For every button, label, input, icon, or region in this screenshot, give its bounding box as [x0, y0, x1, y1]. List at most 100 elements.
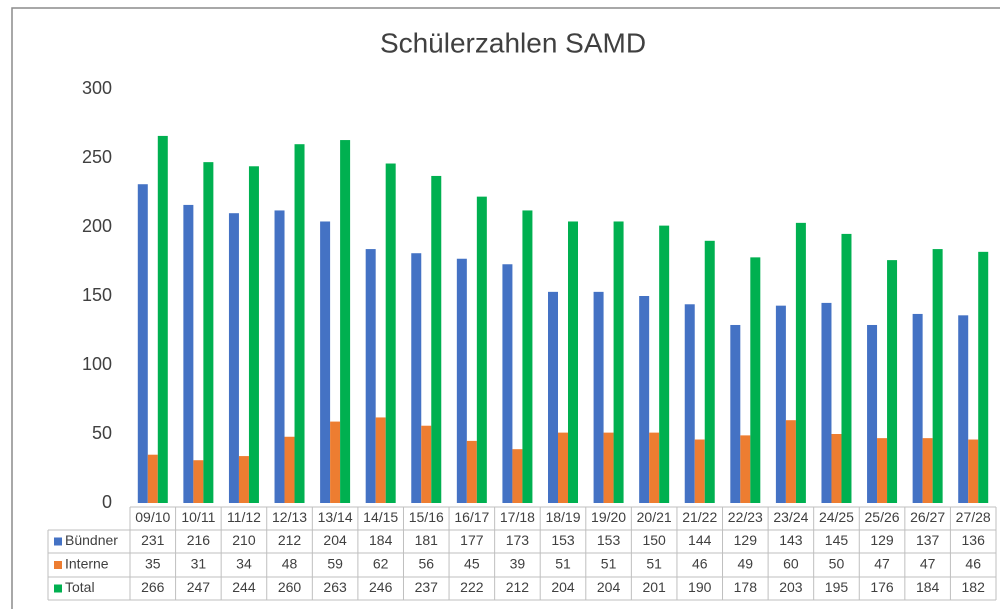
table-value: 203: [779, 579, 803, 595]
bar: [831, 434, 842, 503]
table-value: 60: [783, 556, 799, 572]
table-value: 178: [734, 579, 758, 595]
table-value: 195: [825, 579, 849, 595]
bar: [922, 438, 933, 503]
bar: [785, 420, 796, 503]
table-value: 145: [825, 532, 849, 548]
chart-frame: [11, 7, 1000, 609]
bar: [466, 440, 477, 503]
bar: [248, 166, 259, 503]
bar: [320, 221, 331, 504]
bar: [603, 432, 614, 503]
table-value: 237: [415, 579, 439, 595]
x-tick-label: 16/17: [454, 509, 489, 525]
table-value: 50: [829, 556, 845, 572]
y-tick-label: 100: [82, 354, 112, 374]
bar: [912, 313, 923, 503]
bar: [294, 144, 305, 503]
y-tick-label: 0: [102, 492, 112, 512]
table-value: 190: [688, 579, 712, 595]
table-value: 184: [916, 579, 940, 595]
bar: [274, 210, 285, 503]
bar: [548, 291, 558, 503]
table-value: 204: [323, 532, 347, 548]
x-tick-label: 14/15: [363, 509, 398, 525]
bar: [157, 135, 168, 504]
table-value: 263: [323, 579, 347, 595]
bar: [704, 240, 715, 504]
bar: [411, 253, 422, 503]
table-value: 176: [870, 579, 894, 595]
table-value: 31: [191, 556, 207, 572]
x-tick-label: 19/20: [591, 509, 626, 525]
bar: [867, 324, 878, 503]
x-tick-label: 10/11: [181, 509, 215, 525]
bar: [558, 432, 568, 503]
bar: [613, 221, 624, 504]
x-tick-label: 15/16: [409, 509, 444, 525]
table-value: 49: [738, 556, 754, 572]
bar: [877, 438, 888, 503]
table-value: 266: [141, 579, 165, 595]
bar: [821, 302, 832, 503]
x-tick-label: 21/22: [682, 509, 717, 525]
x-tick-label: 18/19: [545, 509, 580, 525]
table-value: 129: [870, 532, 894, 548]
x-tick-label: 09/10: [135, 509, 170, 525]
table-value: 51: [646, 556, 662, 572]
bar: [659, 225, 670, 503]
table-value: 216: [187, 532, 211, 548]
table-value: 222: [460, 579, 484, 595]
x-tick-label: 26/27: [910, 509, 945, 525]
bar: [421, 425, 432, 503]
table-value: 204: [551, 579, 575, 595]
table-value: 47: [920, 556, 936, 572]
bar: [183, 204, 194, 504]
bar: [639, 296, 650, 503]
bar: [593, 291, 604, 503]
table-value: 246: [369, 579, 393, 595]
x-tick-label: 12/13: [272, 509, 307, 525]
y-tick-label: 250: [82, 147, 112, 167]
bar: [228, 213, 239, 503]
table-value: 153: [597, 532, 621, 548]
x-tick-label: 23/24: [773, 509, 808, 525]
bar: [502, 264, 513, 503]
bar: [978, 251, 989, 503]
table-value: 45: [464, 556, 480, 572]
table-value: 39: [510, 556, 526, 572]
bar: [841, 233, 852, 503]
bar: [740, 435, 751, 503]
bar: [649, 432, 660, 503]
table-value: 46: [692, 556, 708, 572]
x-tick-label: 25/26: [865, 509, 900, 525]
table-value: 201: [642, 579, 666, 595]
bar: [932, 249, 943, 503]
y-tick-label: 200: [82, 216, 112, 236]
bar: [958, 315, 969, 503]
bar: [522, 210, 533, 503]
legend-label: Interne: [65, 556, 109, 572]
table-value: 212: [506, 579, 530, 595]
bar: [456, 258, 467, 503]
bar: [340, 140, 351, 503]
table-value: 136: [962, 532, 986, 548]
bar: [795, 222, 806, 504]
y-tick-label: 50: [92, 423, 112, 443]
bar: [137, 184, 148, 503]
bar: [887, 260, 898, 503]
table-value: 260: [278, 579, 302, 595]
x-tick-label: 13/14: [318, 509, 353, 525]
bar: [431, 175, 442, 503]
bar: [147, 454, 158, 503]
table-value: 184: [369, 532, 393, 548]
table-value: 210: [232, 532, 256, 548]
legend-key: [54, 584, 62, 593]
table-value: 137: [916, 532, 940, 548]
table-value: 212: [278, 532, 302, 548]
bar: [684, 304, 695, 503]
table-value: 244: [232, 579, 256, 595]
legend-label: Bündner: [65, 532, 118, 548]
table-value: 59: [327, 556, 343, 572]
bar: [375, 417, 386, 503]
